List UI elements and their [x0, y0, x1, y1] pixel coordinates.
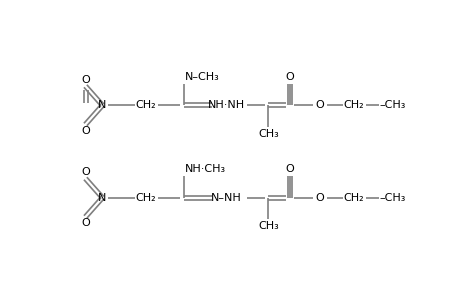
Text: CH₂: CH₂	[135, 100, 156, 110]
Text: CH₂: CH₂	[342, 100, 363, 110]
Text: NH·NH: NH·NH	[207, 100, 245, 110]
Text: O: O	[314, 193, 323, 203]
Text: O: O	[285, 164, 294, 174]
Text: O: O	[285, 72, 294, 82]
Text: CH₂: CH₂	[135, 193, 156, 203]
Text: O: O	[81, 126, 90, 136]
Text: –CH₃: –CH₃	[378, 193, 404, 203]
Text: –CH₃: –CH₃	[378, 100, 404, 110]
Text: NH·CH₃: NH·CH₃	[185, 164, 226, 174]
Text: N–NH: N–NH	[211, 193, 241, 203]
Text: CH₃: CH₃	[257, 221, 278, 231]
Text: O: O	[81, 75, 90, 85]
Text: CH₂: CH₂	[342, 193, 363, 203]
Text: O: O	[314, 100, 323, 110]
Text: N: N	[98, 193, 106, 203]
Text: N–CH₃: N–CH₃	[185, 72, 220, 82]
Text: CH₃: CH₃	[257, 129, 278, 139]
Text: N: N	[98, 100, 106, 110]
Text: O: O	[81, 218, 90, 228]
Text: O: O	[81, 167, 90, 177]
